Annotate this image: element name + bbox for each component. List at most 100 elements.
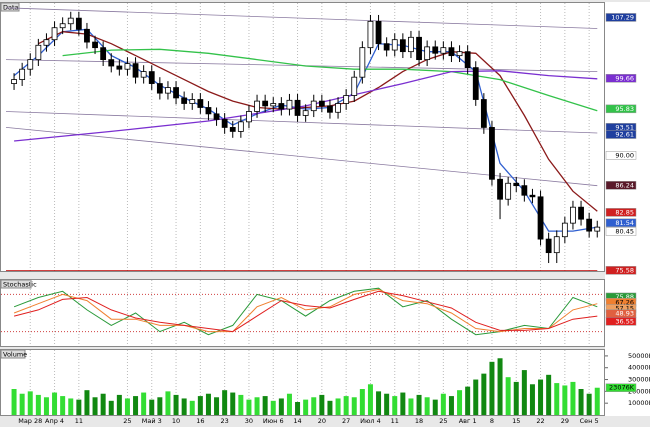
- volume-bar: [376, 391, 382, 415]
- y-tick-label: 40000K: [628, 364, 650, 372]
- stochastic-pane: [0, 279, 605, 347]
- volume-bar: [359, 389, 365, 415]
- pane-title-box: [0, 349, 26, 359]
- candle-body: [448, 47, 455, 57]
- candle-body: [537, 196, 544, 240]
- volume-bar: [473, 379, 479, 415]
- candle-body: [189, 99, 196, 104]
- volume-bar: [538, 379, 544, 415]
- candle-body: [489, 127, 495, 180]
- candle-body: [213, 113, 220, 120]
- volume-bar: [440, 393, 446, 415]
- value-marker-label: 107.29: [611, 13, 634, 21]
- value-marker-label: 80.45: [615, 228, 634, 236]
- candle-body: [367, 20, 374, 49]
- candle-body: [11, 79, 17, 84]
- candle-body: [205, 107, 212, 115]
- volume-bar: [489, 361, 495, 415]
- candle-body: [586, 218, 593, 232]
- candle-body: [432, 46, 439, 54]
- volume-bar: [505, 377, 511, 415]
- candle-body: [270, 103, 277, 107]
- volume-bar: [351, 397, 357, 415]
- pane-title: Stochastic: [3, 281, 37, 289]
- candle-body: [570, 206, 576, 224]
- x-tick-label: 20: [318, 417, 326, 425]
- volume-bar: [457, 390, 463, 415]
- candle-body: [310, 100, 317, 112]
- candle-body: [408, 36, 414, 53]
- candle-body: [132, 63, 139, 78]
- value-marker: [605, 74, 637, 83]
- candle-body: [27, 59, 34, 70]
- candle-body: [497, 178, 503, 200]
- volume-bar: [35, 394, 41, 415]
- candle-body: [440, 47, 447, 54]
- value-marker-label: 82.85: [615, 208, 634, 216]
- volume-bar: [367, 384, 373, 415]
- volume-bar: [465, 386, 471, 415]
- candle-body: [100, 47, 107, 61]
- volume-bar: [432, 399, 438, 415]
- volume-bar: [262, 396, 268, 415]
- candle-body: [173, 87, 179, 99]
- candle-body: [302, 110, 309, 116]
- candle-body: [359, 47, 366, 78]
- volume-bar: [408, 398, 414, 415]
- price-pane: [0, 2, 605, 272]
- value-marker: [605, 181, 637, 190]
- volume-bar: [133, 396, 139, 415]
- x-tick-label: 30: [245, 417, 253, 425]
- candle-body: [67, 17, 74, 25]
- moving-average: [38, 31, 598, 212]
- candle-body: [335, 103, 341, 113]
- x-tick-label: 25: [123, 417, 131, 425]
- value-marker: [605, 227, 637, 236]
- volume-bar: [546, 374, 552, 415]
- x-tick-label: 8: [490, 417, 494, 425]
- value-marker-label: 99.66: [615, 74, 634, 82]
- pane-title-box: [0, 279, 32, 289]
- candle-body: [35, 44, 42, 61]
- x-tick-label: 18: [415, 417, 423, 425]
- candle-body: [116, 65, 123, 70]
- volume-bar: [181, 398, 187, 415]
- volume-bar: [157, 397, 163, 415]
- candle-body: [278, 103, 285, 110]
- volume-bar: [189, 400, 195, 415]
- candle-body: [197, 99, 204, 108]
- volume-bar: [384, 393, 390, 415]
- volume-bar: [19, 393, 25, 415]
- x-tick-label: 29: [561, 417, 569, 425]
- value-marker: [605, 218, 637, 228]
- volume-bar: [481, 373, 487, 415]
- x-tick-label: Май 3: [142, 417, 162, 425]
- volume-bar: [562, 385, 568, 415]
- value-marker-label: 36.55: [615, 317, 634, 325]
- trend-line: [5, 111, 598, 134]
- volume-bar: [594, 387, 600, 415]
- candle-body: [561, 222, 568, 238]
- volume-bar: [124, 398, 130, 415]
- volume-bar: [303, 399, 309, 415]
- volume-bar: [60, 396, 66, 415]
- x-tick-label: 23: [221, 417, 229, 425]
- stochastic-line: [13, 290, 598, 333]
- value-marker-label: 67.26: [615, 298, 634, 306]
- x-tick-label: 11: [391, 417, 399, 425]
- candle-body: [383, 43, 390, 51]
- trend-line: [5, 127, 598, 187]
- volume-bar: [319, 394, 325, 415]
- volume-bar: [43, 397, 49, 415]
- volume-bar: [141, 392, 147, 415]
- volume-bar: [76, 399, 82, 415]
- volume-bar: [149, 399, 155, 415]
- volume-bar: [335, 398, 341, 415]
- candle-body: [181, 97, 188, 104]
- value-marker-label: 57.15: [615, 305, 634, 313]
- candle-body: [294, 99, 301, 116]
- volume-bar: [52, 392, 58, 415]
- volume-bar: [343, 396, 349, 415]
- candle-body: [165, 87, 171, 94]
- candle-body: [246, 111, 252, 123]
